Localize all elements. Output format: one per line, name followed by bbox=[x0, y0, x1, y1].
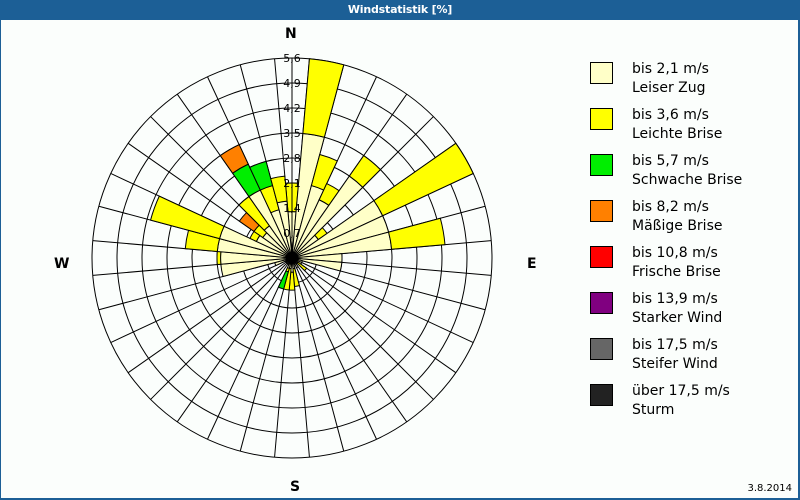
legend-swatch bbox=[590, 384, 613, 406]
window-title: Windstatistik [%] bbox=[347, 3, 453, 16]
legend-range: über 17,5 m/s bbox=[632, 383, 730, 399]
legend-range: bis 5,7 m/s bbox=[632, 153, 709, 169]
date-label: 3.8.2014 bbox=[747, 483, 792, 494]
legend-name: Mäßige Brise bbox=[632, 218, 723, 234]
legend-range: bis 8,2 m/s bbox=[632, 199, 709, 215]
legend-name: Leichte Brise bbox=[632, 126, 723, 142]
chart-area: 0,7 1,4 2,1 2,8 3,5 4,2 4,9 5,6 N E S W bis 2,1… bbox=[1, 20, 798, 498]
wind-rose-chart: 0,7 1,4 2,1 2,8 3,5 4,2 4,9 5,6 bbox=[91, 52, 493, 459]
legend-name: Sturm bbox=[632, 402, 675, 418]
svg-text:1,4: 1,4 bbox=[283, 202, 301, 215]
svg-text:2,8: 2,8 bbox=[283, 152, 301, 165]
legend-name: Steifer Wind bbox=[632, 356, 718, 372]
legend-name: Starker Wind bbox=[632, 310, 723, 326]
svg-text:4,2: 4,2 bbox=[283, 102, 301, 115]
legend-name: Leiser Zug bbox=[632, 80, 706, 96]
legend-swatch bbox=[590, 246, 613, 268]
legend-range: bis 10,8 m/s bbox=[632, 245, 718, 261]
legend-range: bis 3,6 m/s bbox=[632, 107, 709, 123]
legend-range: bis 17,5 m/s bbox=[632, 337, 718, 353]
legend-swatch bbox=[590, 108, 613, 130]
svg-text:4,9: 4,9 bbox=[283, 77, 301, 90]
svg-text:5,6: 5,6 bbox=[283, 52, 301, 65]
legend-swatch bbox=[590, 62, 613, 84]
compass-west-label: W bbox=[54, 256, 70, 272]
compass-north-label: N bbox=[285, 26, 297, 42]
legend-range: bis 2,1 m/s bbox=[632, 61, 709, 77]
legend-swatch bbox=[590, 292, 613, 314]
svg-text:2,1: 2,1 bbox=[283, 177, 301, 190]
legend-swatch bbox=[590, 154, 613, 176]
legend-swatch bbox=[590, 200, 613, 222]
compass-east-label: E bbox=[527, 256, 537, 272]
legend-name: Frische Brise bbox=[632, 264, 721, 280]
svg-text:0,7: 0,7 bbox=[283, 227, 301, 240]
legend-swatch bbox=[590, 338, 613, 360]
compass-south-label: S bbox=[290, 479, 301, 495]
svg-text:3,5: 3,5 bbox=[283, 127, 301, 140]
legend-range: bis 13,9 m/s bbox=[632, 291, 718, 307]
legend-name: Schwache Brise bbox=[632, 172, 743, 188]
